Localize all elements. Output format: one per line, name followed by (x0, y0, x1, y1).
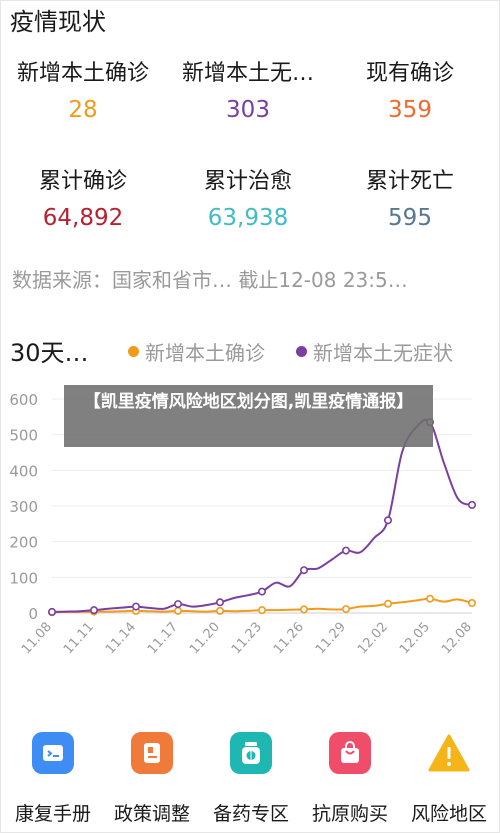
data-point[interactable] (174, 606, 183, 615)
data-point[interactable] (47, 607, 56, 616)
stat-label: 累计死亡 (365, 169, 454, 194)
y-tick-label: 200 (9, 534, 38, 552)
data-point[interactable] (90, 606, 99, 615)
nav-label: 备药专区 (212, 803, 289, 825)
chart-header: 30天… 新增本土确诊 新增本土无症状 (10, 333, 490, 367)
stat-label: 累计治愈 (203, 169, 292, 194)
medicine-icon (230, 732, 272, 774)
data-point[interactable] (257, 587, 266, 596)
data-point[interactable] (299, 566, 308, 575)
legend-label: 新增本土无症状 (313, 341, 453, 365)
y-tick-label: 300 (9, 498, 38, 516)
stat-value: 28 (68, 97, 98, 123)
data-point[interactable] (341, 546, 350, 555)
nav-rehab-manual[interactable]: 康复手册 (3, 726, 103, 826)
stat-total-cured[interactable]: 累计治愈 63,938 (165, 163, 331, 231)
nav-label: 政策调整 (113, 803, 190, 825)
nav-antigen-purchase[interactable]: 抗原购买 (300, 726, 400, 826)
data-point[interactable] (216, 606, 225, 615)
x-tick-label: 12.08 (439, 620, 475, 658)
series-line-1 (51, 418, 473, 613)
stat-current-confirmed[interactable]: 现有确诊 359 (327, 55, 493, 123)
y-tick-label: 400 (9, 462, 38, 480)
bottom-nav: 康复手册 政策调整 备药专区 抗原购买 风险地区 (0, 726, 500, 833)
data-point[interactable] (467, 500, 476, 509)
x-tick-label: 11.23 (229, 620, 265, 658)
page-title: 疫情现状 (10, 8, 106, 36)
warning-icon (428, 732, 470, 774)
y-tick-label: 0 (28, 605, 38, 623)
rehab-manual-icon (32, 732, 74, 774)
stat-value: 359 (388, 97, 432, 123)
stat-new-local-asymptomatic[interactable]: 新增本土无… 303 (165, 55, 331, 123)
nav-label: 康复手册 (14, 803, 91, 825)
data-point[interactable] (341, 605, 350, 614)
y-tick-label: 500 (9, 427, 38, 445)
stat-label: 新增本土无… (181, 61, 314, 86)
x-tick-label: 12.02 (355, 620, 391, 658)
y-tick-label: 600 (9, 391, 38, 409)
data-point[interactable] (299, 605, 308, 614)
data-point[interactable] (216, 598, 225, 607)
legend-label: 新增本土确诊 (145, 341, 265, 365)
nav-risk-areas[interactable]: 风险地区 (399, 726, 499, 826)
stat-value: 64,892 (42, 205, 124, 231)
nav-policy[interactable]: 政策调整 (102, 726, 202, 826)
x-tick-label: 11.08 (19, 620, 55, 658)
data-point[interactable] (257, 606, 266, 615)
data-point[interactable] (132, 602, 141, 611)
x-tick-label: 11.20 (187, 620, 223, 658)
shopping-bag-icon (329, 732, 371, 774)
x-tick-label: 12.05 (397, 620, 433, 658)
stat-new-local-confirmed[interactable]: 新增本土确诊 28 (0, 55, 166, 123)
x-tick-label: 11.29 (313, 620, 349, 658)
stat-value: 63,938 (207, 205, 289, 231)
y-tick-label: 100 (9, 569, 38, 587)
data-point[interactable] (425, 594, 434, 603)
data-source-note: 数据来源：国家和省市… 截止12-08 23:5… (12, 268, 408, 292)
x-tick-label: 11.14 (103, 620, 139, 658)
legend-item-asymptomatic[interactable]: 新增本土无症状 (296, 337, 453, 366)
stat-value: 595 (388, 205, 432, 231)
stat-label: 新增本土确诊 (16, 61, 149, 86)
legend-dot (296, 346, 307, 357)
policy-icon (131, 732, 173, 774)
legend-item-confirmed[interactable]: 新增本土确诊 (128, 337, 265, 366)
nav-label: 风险地区 (410, 803, 487, 825)
article-title-overlay: 【凯里疫情风险地区划分图,凯里疫情通报】 (64, 385, 433, 447)
nav-label: 抗原购买 (311, 803, 388, 825)
x-tick-label: 11.26 (271, 620, 307, 658)
chart-title[interactable]: 30天… (10, 339, 89, 367)
stat-label: 现有确诊 (365, 61, 454, 86)
x-tick-label: 11.17 (145, 620, 181, 658)
data-point[interactable] (383, 599, 392, 608)
stat-total-confirmed[interactable]: 累计确诊 64,892 (0, 163, 166, 231)
legend-dot (128, 346, 139, 357)
stat-label: 累计确诊 (38, 169, 127, 194)
stat-value: 303 (226, 97, 270, 123)
stat-total-deaths[interactable]: 累计死亡 595 (327, 163, 493, 231)
nav-medicine[interactable]: 备药专区 (201, 726, 301, 826)
data-point[interactable] (383, 516, 392, 525)
data-point[interactable] (174, 600, 183, 609)
x-tick-label: 11.11 (61, 620, 97, 658)
data-point[interactable] (467, 599, 476, 608)
